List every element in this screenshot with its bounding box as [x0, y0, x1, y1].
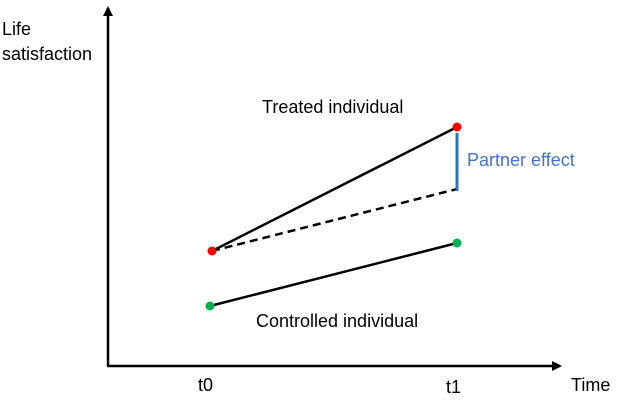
counterfactual-dashed-line [211, 187, 458, 253]
partner-effect-label: Partner effect [467, 150, 575, 170]
y-axis-label: Life satisfaction [2, 17, 92, 67]
y-axis-label-line1: Life [2, 19, 32, 39]
x-tick-t0: t0 [198, 375, 214, 395]
x-tick-t1: t1 [446, 377, 462, 397]
treated-point-t0 [207, 246, 217, 256]
controlled-line [209, 241, 458, 308]
y-axis-label-line2: satisfaction [2, 44, 93, 64]
controlled-point-t0 [205, 301, 215, 311]
controlled-individual-label: Controlled individual [256, 311, 419, 331]
controlled-point-t1 [452, 238, 462, 248]
x-axis-label: Time [571, 375, 611, 395]
treated-line [211, 125, 458, 253]
treated-individual-label: Treated individual [262, 97, 404, 117]
treated-point-t1 [452, 122, 462, 132]
